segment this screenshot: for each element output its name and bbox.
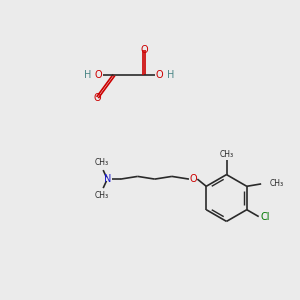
- Text: CH₃: CH₃: [270, 179, 284, 188]
- Text: CH₃: CH₃: [219, 150, 234, 159]
- Text: CH₃: CH₃: [94, 158, 108, 167]
- Text: O: O: [190, 174, 198, 184]
- Text: N: N: [104, 174, 112, 184]
- Text: O: O: [140, 45, 148, 55]
- Text: O: O: [156, 70, 164, 80]
- Text: O: O: [94, 93, 101, 103]
- Text: H: H: [167, 70, 174, 80]
- Text: CH₃: CH₃: [94, 191, 108, 200]
- Text: Cl: Cl: [260, 212, 270, 222]
- Text: O: O: [94, 70, 102, 80]
- Text: H: H: [84, 70, 91, 80]
